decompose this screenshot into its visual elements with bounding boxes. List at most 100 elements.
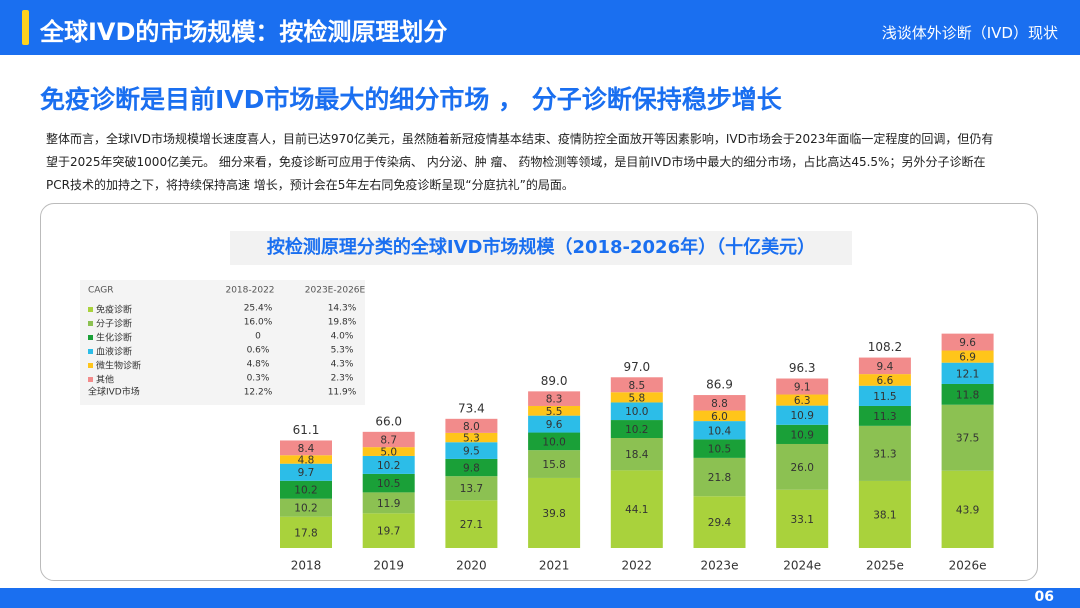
bar-segment [445, 442, 498, 459]
x-tick-label: 2023e [701, 559, 739, 573]
data-label: 10.4 [708, 425, 732, 437]
paragraph-line: PCR技术的加持之下，将持续保持高速 增长，预计会在5年左右同免疫诊断呈现“分庭… [46, 178, 574, 192]
paragraph: 整体而言，全球IVD市场规模增长速度喜人，目前已达970亿美元，虽然随着新冠疫情… [46, 128, 1046, 197]
data-label: 6.3 [794, 395, 811, 407]
bar-segment [941, 362, 994, 384]
cagr-value: 19.8% [328, 318, 357, 328]
data-label: 9.6 [546, 419, 563, 431]
bar-segment [445, 432, 498, 443]
bar-segment [693, 457, 746, 497]
data-label: 39.8 [542, 508, 565, 520]
page-number: 06 [1034, 589, 1054, 605]
x-tick-label: 2026e [949, 559, 987, 573]
x-tick-label: 2018 [291, 559, 322, 573]
bar-segment [528, 391, 581, 406]
data-label: 9.8 [463, 463, 480, 475]
bar-segment [858, 374, 911, 386]
bar-segment [776, 378, 829, 395]
bar-segment [528, 405, 581, 416]
cagr-value: 14.3% [328, 304, 357, 314]
total-label: 73.4 [458, 401, 485, 415]
data-label: 13.7 [460, 483, 483, 495]
bar-segment [610, 392, 663, 403]
total-label: 97.0 [623, 360, 650, 374]
cagr-value: 0 [255, 332, 261, 342]
bar-segment [362, 447, 415, 456]
cagr-value: 0.3% [247, 374, 270, 384]
data-label: 11.9 [377, 498, 400, 510]
bar-segment [528, 477, 581, 548]
bar-segment [445, 458, 498, 477]
chart-box [40, 203, 1038, 581]
legend-swatch [88, 377, 93, 382]
data-label: 27.1 [460, 519, 483, 531]
cagr-value: 12.2% [244, 388, 273, 398]
data-label: 10.5 [377, 478, 400, 490]
data-label: 9.1 [794, 382, 811, 394]
bar-segment [941, 383, 994, 405]
data-label: 19.7 [377, 526, 400, 538]
bar-segment [362, 492, 415, 514]
bar-segment [858, 480, 911, 548]
data-label: 6.0 [711, 411, 728, 423]
x-tick-label: 2021 [539, 559, 570, 573]
section-name: 浅谈体外诊断（IVD）现状 [881, 24, 1058, 42]
cagr-header: 2023E-2026E [305, 286, 366, 296]
bar-segment [610, 420, 663, 438]
bar-segment [776, 443, 829, 490]
bar-segment [528, 432, 581, 451]
data-label: 43.9 [956, 504, 979, 516]
data-label: 15.8 [542, 459, 565, 471]
data-label: 5.0 [380, 447, 397, 459]
data-label: 21.8 [708, 472, 731, 484]
legend-swatch [88, 307, 93, 312]
bar-segment [610, 438, 663, 471]
x-tick-label: 2022 [622, 559, 653, 573]
data-label: 10.0 [542, 436, 565, 448]
data-label: 9.5 [463, 446, 480, 458]
data-label: 10.2 [294, 503, 317, 515]
legend-label: 其他 [96, 374, 114, 386]
data-label: 10.9 [791, 429, 814, 441]
title-bg [230, 231, 852, 265]
data-label: 31.3 [873, 448, 896, 460]
cagr-bg [80, 280, 365, 405]
cagr-value: 25.4% [244, 304, 273, 314]
data-label: 18.4 [625, 449, 649, 461]
bar-segment [693, 395, 746, 411]
accent [22, 10, 29, 45]
data-label: 11.5 [873, 391, 896, 403]
top-bar [0, 0, 1080, 55]
data-label: 12.1 [956, 368, 979, 380]
data-label: 8.5 [628, 380, 645, 392]
legend-swatch [88, 349, 93, 354]
cagr-header: 2018-2022 [225, 286, 274, 296]
cagr-value: 16.0% [244, 318, 273, 328]
data-label: 33.1 [791, 514, 814, 526]
legend-label: 生化诊断 [96, 332, 132, 344]
cagr-value: 11.9% [328, 388, 357, 398]
bar-segment [858, 405, 911, 426]
bar-segment [280, 498, 332, 517]
data-label: 8.8 [711, 398, 728, 410]
total-label: 61.1 [293, 423, 320, 437]
legend-swatch [88, 335, 93, 340]
bottom-bar [0, 588, 1080, 608]
heading: 免疫诊断是目前IVD市场最大的细分市场 ， 分子诊断保持稳步增长 [40, 85, 782, 114]
bar-segment [693, 410, 746, 422]
data-label: 10.5 [708, 444, 731, 456]
cagr-value: 5.3% [331, 346, 354, 356]
data-label: 8.3 [546, 394, 563, 406]
chart-title: 按检测原理分类的全球IVD市场规模（2018-2026年）（十亿美元） [267, 236, 815, 258]
cagr-value: 0.6% [247, 346, 270, 356]
data-label: 10.2 [294, 485, 317, 497]
data-label: 9.6 [959, 337, 976, 349]
data-label: 10.2 [625, 424, 648, 436]
bar-segment [693, 496, 746, 548]
bar-segment [362, 513, 415, 548]
bar-segment [941, 470, 994, 548]
data-label: 37.5 [956, 433, 979, 445]
data-label: 29.4 [708, 517, 732, 529]
